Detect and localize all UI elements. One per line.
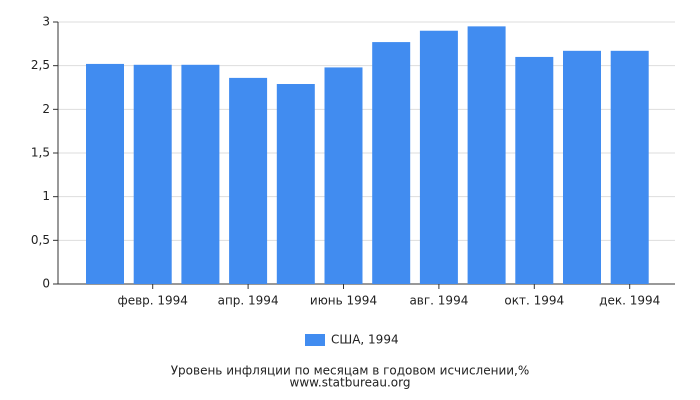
bar bbox=[324, 67, 363, 284]
y-tick-label: 2 bbox=[42, 102, 50, 116]
caption: Уровень инфляции по месяцам в годовом ис… bbox=[171, 364, 530, 378]
bar bbox=[610, 50, 649, 284]
x-tick-label: февр. 1994 bbox=[117, 294, 188, 308]
bar bbox=[276, 84, 315, 284]
bar bbox=[181, 64, 220, 284]
source: www.statbureau.org bbox=[290, 376, 411, 390]
x-tick-label: авг. 1994 bbox=[409, 294, 468, 308]
x-tick-label: дек. 1994 bbox=[599, 294, 660, 308]
bar bbox=[467, 26, 506, 284]
y-tick-label: 1,5 bbox=[31, 146, 50, 160]
legend-swatch bbox=[305, 334, 325, 346]
x-tick-label: апр. 1994 bbox=[218, 294, 279, 308]
y-tick-label: 0,5 bbox=[31, 233, 50, 247]
bar bbox=[372, 42, 411, 284]
x-tick-label: июнь 1994 bbox=[310, 294, 377, 308]
x-tick-label: окт. 1994 bbox=[504, 294, 564, 308]
bar bbox=[86, 63, 124, 284]
legend-label: США, 1994 bbox=[331, 333, 399, 347]
y-tick-label: 1 bbox=[42, 189, 50, 203]
bar bbox=[419, 30, 458, 284]
bar bbox=[229, 77, 268, 284]
bar bbox=[563, 50, 601, 284]
y-tick-label: 2,5 bbox=[31, 58, 50, 72]
y-tick-label: 0 bbox=[42, 277, 50, 291]
y-tick-label: 3 bbox=[42, 15, 50, 29]
bar bbox=[515, 56, 554, 284]
bar bbox=[133, 64, 172, 284]
